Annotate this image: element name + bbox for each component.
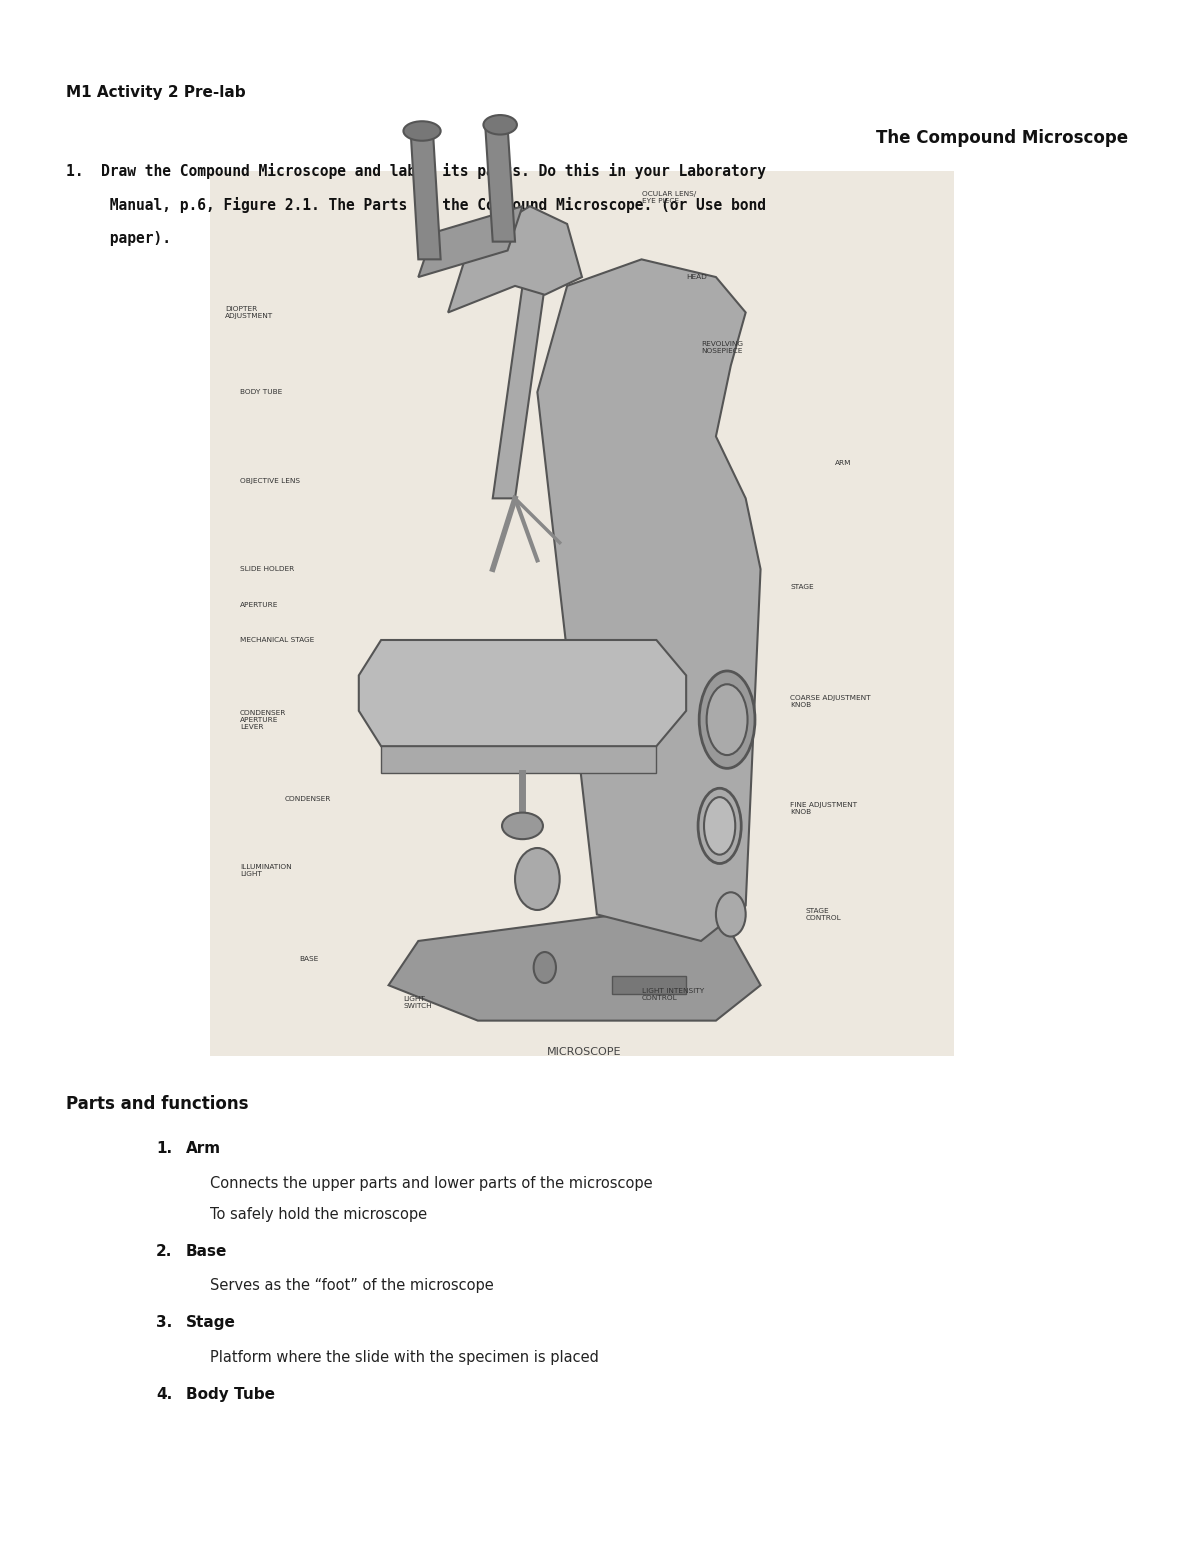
Ellipse shape (502, 812, 542, 839)
Text: Body Tube: Body Tube (186, 1387, 275, 1402)
Text: paper).: paper). (66, 231, 172, 247)
Ellipse shape (484, 115, 517, 135)
Ellipse shape (700, 671, 755, 769)
Text: Connects the upper parts and lower parts of the microscope: Connects the upper parts and lower parts… (210, 1176, 653, 1191)
Ellipse shape (515, 848, 559, 910)
Text: BASE: BASE (299, 955, 318, 961)
Text: MICROSCOPE: MICROSCOPE (547, 1047, 622, 1056)
Polygon shape (382, 747, 656, 773)
Text: Arm: Arm (186, 1141, 221, 1157)
Polygon shape (389, 905, 761, 1020)
Polygon shape (485, 127, 515, 242)
Ellipse shape (534, 952, 556, 983)
Text: Manual, p.6, Figure 2.1. The Parts of the Compound Microscope. (or Use bond: Manual, p.6, Figure 2.1. The Parts of th… (66, 197, 766, 213)
Text: Serves as the “foot” of the microscope: Serves as the “foot” of the microscope (210, 1278, 493, 1294)
Polygon shape (493, 286, 545, 499)
Ellipse shape (698, 789, 742, 863)
Text: M1 Activity 2 Pre-lab: M1 Activity 2 Pre-lab (66, 85, 246, 101)
Text: CONDENSER: CONDENSER (284, 797, 331, 803)
Text: LIGHT INTENSITY
CONTROL: LIGHT INTENSITY CONTROL (642, 988, 703, 1000)
Text: BODY TUBE: BODY TUBE (240, 390, 282, 394)
Text: 1.  Draw the Compound Microscope and label its parts. Do this in your Laboratory: 1. Draw the Compound Microscope and labe… (66, 163, 766, 179)
Text: REVOLVING
NOSEPIECE: REVOLVING NOSEPIECE (701, 342, 743, 354)
Text: The Compound Microscope: The Compound Microscope (876, 129, 1128, 148)
Text: MECHANICAL STAGE: MECHANICAL STAGE (240, 637, 314, 643)
Text: OBJECTIVE LENS: OBJECTIVE LENS (240, 478, 300, 483)
Polygon shape (410, 135, 440, 259)
Text: HEAD: HEAD (686, 273, 707, 280)
Ellipse shape (403, 121, 440, 141)
Text: CONDENSER
APERTURE
LEVER: CONDENSER APERTURE LEVER (240, 710, 286, 730)
Ellipse shape (704, 797, 736, 854)
Text: OCULAR LENS/
EYE PIECE: OCULAR LENS/ EYE PIECE (642, 191, 696, 203)
Polygon shape (538, 259, 761, 941)
Polygon shape (448, 207, 582, 312)
Text: STAGE: STAGE (791, 584, 814, 590)
Text: Stage: Stage (186, 1315, 236, 1331)
Text: LIGHT
SWITCH: LIGHT SWITCH (403, 997, 432, 1009)
Text: Base: Base (186, 1244, 227, 1259)
Text: APERTURE: APERTURE (240, 601, 278, 607)
Text: To safely hold the microscope: To safely hold the microscope (210, 1207, 427, 1222)
Text: 2.: 2. (156, 1244, 173, 1259)
Ellipse shape (707, 685, 748, 755)
Text: 1.: 1. (156, 1141, 172, 1157)
Text: 3.: 3. (156, 1315, 173, 1331)
Text: 4.: 4. (156, 1387, 173, 1402)
Ellipse shape (716, 893, 745, 936)
Text: COARSE ADJUSTMENT
KNOB: COARSE ADJUSTMENT KNOB (791, 696, 871, 708)
Polygon shape (359, 640, 686, 747)
FancyBboxPatch shape (210, 171, 954, 1056)
Polygon shape (419, 207, 522, 276)
Text: Parts and functions: Parts and functions (66, 1095, 248, 1114)
Text: FINE ADJUSTMENT
KNOB: FINE ADJUSTMENT KNOB (791, 801, 858, 815)
Text: SLIDE HOLDER: SLIDE HOLDER (240, 567, 294, 572)
Text: Platform where the slide with the specimen is placed: Platform where the slide with the specim… (210, 1350, 599, 1365)
Text: ARM: ARM (835, 460, 852, 466)
Text: ILLUMINATION
LIGHT: ILLUMINATION LIGHT (240, 863, 292, 876)
Text: STAGE
CONTROL: STAGE CONTROL (805, 909, 841, 921)
Polygon shape (612, 977, 686, 994)
Text: DIOPTER
ADJUSTMENT: DIOPTER ADJUSTMENT (224, 306, 274, 318)
